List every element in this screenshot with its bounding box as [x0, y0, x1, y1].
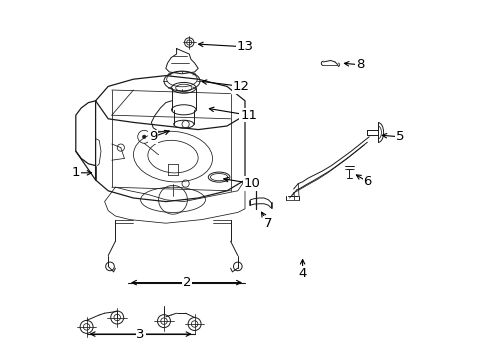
Text: 5: 5	[395, 130, 404, 143]
Text: 12: 12	[233, 80, 250, 93]
Text: 13: 13	[237, 40, 253, 53]
Text: 3: 3	[136, 328, 145, 341]
Text: 8: 8	[356, 58, 365, 71]
Text: 11: 11	[240, 109, 257, 122]
Text: 6: 6	[363, 175, 371, 188]
Circle shape	[143, 135, 146, 139]
Text: 2: 2	[183, 276, 192, 289]
Text: 9: 9	[149, 130, 157, 143]
Text: 4: 4	[298, 267, 307, 280]
Text: 7: 7	[264, 217, 272, 230]
Text: 1: 1	[72, 166, 80, 179]
Text: 10: 10	[244, 177, 261, 190]
